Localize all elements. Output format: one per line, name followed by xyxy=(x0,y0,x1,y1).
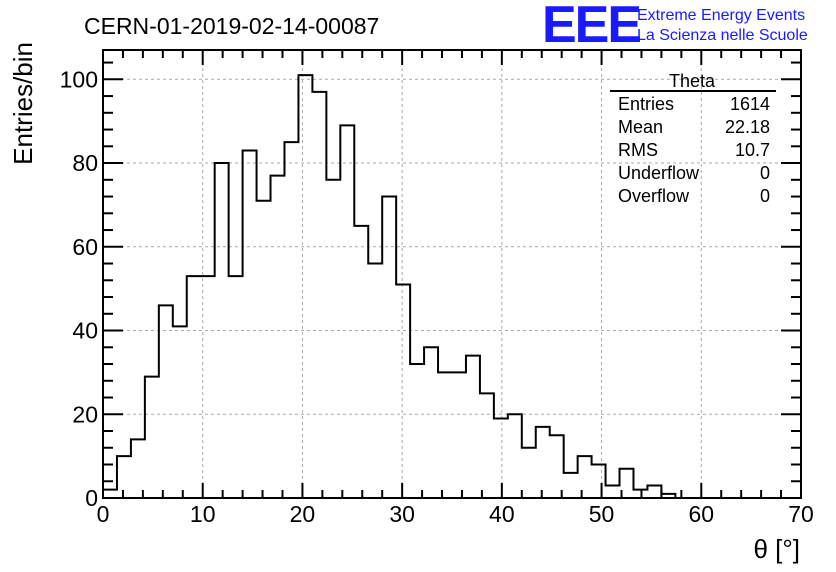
brand-line-2: La Scienza nelle Scuole xyxy=(637,27,808,44)
x-tick-label: 30 xyxy=(389,501,415,527)
stats-row-value: 10.7 xyxy=(735,140,770,160)
x-tick-label: 40 xyxy=(489,501,515,527)
y-tick-label: 40 xyxy=(72,318,98,344)
stats-row-label: Mean xyxy=(618,117,663,137)
x-axis-label: θ [°] xyxy=(753,534,800,564)
y-axis-label: Entries/bin xyxy=(8,42,38,165)
x-tick-label: 20 xyxy=(290,501,316,527)
stats-row-label: Underflow xyxy=(618,163,700,183)
stats-title: Theta xyxy=(669,71,716,91)
x-tick-label: 60 xyxy=(688,501,714,527)
y-tick-label: 80 xyxy=(72,150,98,176)
eee-logo: EEE xyxy=(542,0,640,54)
x-tick-labels: 0 10 20 30 40 50 60 70 xyxy=(97,501,814,527)
brand-line-1: Extreme Energy Events xyxy=(637,7,805,24)
histogram-outline xyxy=(102,74,677,498)
x-tick-label: 50 xyxy=(589,501,615,527)
stats-row-value: 0 xyxy=(760,186,770,206)
x-tick-label: 10 xyxy=(190,501,216,527)
y-tick-labels: 0 20 40 60 80 100 xyxy=(60,66,98,511)
stats-row-value: 0 xyxy=(760,163,770,183)
stats-rows: Entries 1614 Mean 22.18 RMS 10.7 Underflow 0 Ove… xyxy=(618,94,770,206)
histogram-bars xyxy=(102,74,677,498)
plot-frame xyxy=(102,49,802,499)
chart-title: CERN-01-2019-02-14-00087 xyxy=(84,13,379,39)
stats-row-label: RMS xyxy=(618,140,658,160)
x-tick-label: 70 xyxy=(788,501,814,527)
stats-row-label: Entries xyxy=(618,94,674,114)
y-tick-label: 100 xyxy=(60,66,98,92)
y-tick-label: 60 xyxy=(72,234,98,260)
y-tick-label: 20 xyxy=(72,401,98,427)
grid-lines xyxy=(103,50,801,498)
stats-row-value: 22.18 xyxy=(725,117,770,137)
y-tick-label: 0 xyxy=(85,485,98,511)
x-tick-label: 0 xyxy=(97,501,110,527)
stats-box: Theta Entries 1614 Mean 22.18 RMS 10.7 Underfl… xyxy=(610,71,776,206)
axis-ticks xyxy=(102,50,802,499)
stats-row-label: Overflow xyxy=(618,186,690,206)
stats-row-value: 1614 xyxy=(730,94,770,114)
